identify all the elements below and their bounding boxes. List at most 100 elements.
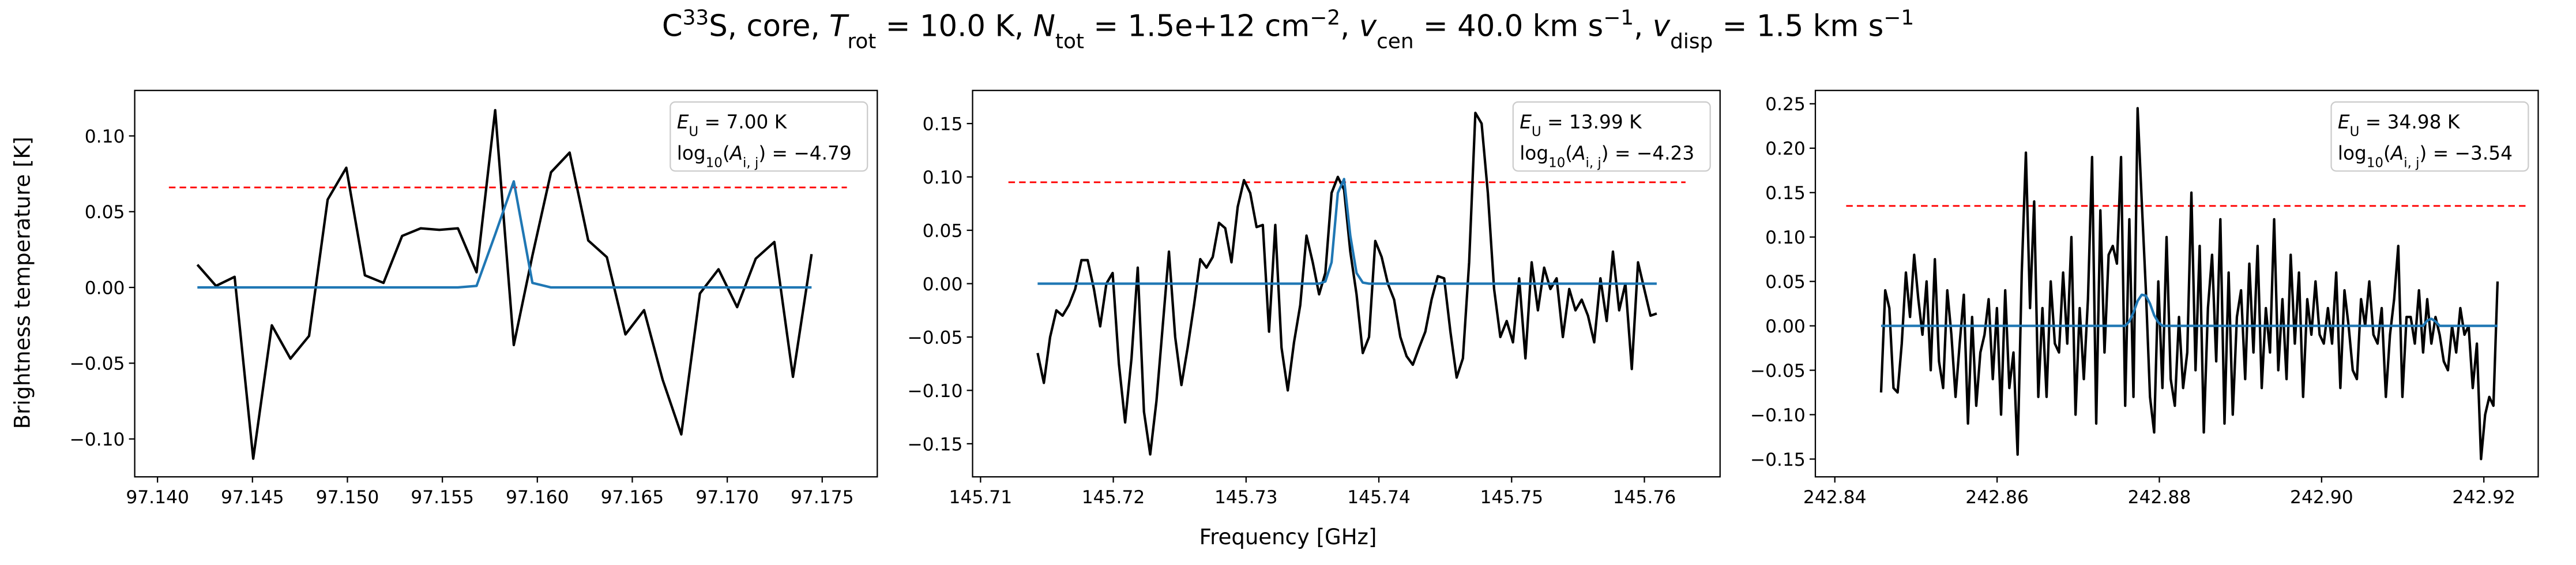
x-tick-label: 242.88 (2128, 487, 2191, 508)
x-tick-label: 97.145 (221, 487, 284, 508)
text-segment: = 34.98 K (2359, 111, 2460, 133)
text-segment: −2 (1310, 6, 1340, 29)
y-tick-label: 0.20 (1765, 139, 1806, 159)
x-tick-label: 145.75 (1480, 487, 1543, 508)
y-tick-label: −0.15 (1750, 450, 1806, 470)
y-tick-label: 0.00 (85, 278, 125, 298)
text-segment: = 1.5e+12 cm (1084, 9, 1310, 44)
text-segment: U (2350, 124, 2360, 139)
text-segment: ( (2383, 142, 2391, 164)
x-tick-label: 242.92 (2452, 487, 2515, 508)
text-segment: ) = −4.79 (758, 142, 851, 164)
text-segment: cen (1377, 29, 1414, 53)
text-segment: ( (1565, 142, 1573, 164)
x-tick-label: 97.165 (601, 487, 664, 508)
text-segment: A (2390, 142, 2404, 164)
text-segment: E (2338, 111, 2350, 133)
text-segment: disp (1670, 29, 1713, 53)
annotation-box (670, 101, 868, 172)
annotation-box (2330, 101, 2529, 172)
text-segment: ) = −3.54 (2420, 142, 2513, 164)
text-segment: E (1520, 111, 1532, 133)
text-segment: ( (723, 142, 730, 164)
y-tick-label: −0.10 (1750, 405, 1806, 426)
text-segment: tot (1055, 29, 1084, 53)
x-tick-label: 242.90 (2290, 487, 2353, 508)
x-tick-label: 97.150 (316, 487, 379, 508)
text-segment: i, j (1585, 155, 1601, 170)
x-tick-label: 145.76 (1613, 487, 1676, 508)
text-segment: 10 (706, 155, 723, 170)
x-tick-label: 145.74 (1347, 487, 1411, 508)
text-segment: U (1532, 124, 1541, 139)
y-tick-label: 0.15 (1765, 183, 1806, 204)
y-tick-label: −0.10 (69, 429, 125, 450)
x-tick-label: 97.160 (506, 487, 569, 508)
text-segment: A (1571, 142, 1585, 164)
annotation-line: log10(Ai, j) = −4.79 (677, 142, 852, 170)
text-segment: S, core, (709, 9, 829, 44)
y-tick-label: 0.10 (923, 167, 963, 188)
model-spectrum (1037, 178, 1657, 285)
text-segment: i, j (2404, 155, 2419, 170)
text-segment: v (1653, 9, 1671, 44)
x-tick-label: 145.73 (1214, 487, 1278, 508)
figure-title: C33S, core, Trot = 10.0 K, Ntot = 1.5e+1… (662, 6, 1914, 53)
x-tick-label: 145.72 (1082, 487, 1145, 508)
axes-frame (1814, 89, 2539, 478)
y-tick-label: 0.10 (85, 126, 125, 147)
y-tick-label: 0.05 (923, 220, 963, 241)
axes-frame (134, 89, 878, 478)
text-segment: , (1634, 9, 1653, 44)
y-tick-label: 0.00 (923, 274, 963, 295)
text-segment: ) = −4.23 (1601, 142, 1694, 164)
annotation-line: log10(Ai, j) = −4.23 (1520, 142, 1694, 170)
text-segment: −1 (1883, 6, 1914, 29)
y-tick-label: 0.25 (1765, 94, 1806, 115)
annotation-box (1512, 101, 1711, 172)
y-tick-label: −0.05 (69, 354, 125, 375)
y-tick-label: 0.05 (85, 202, 125, 223)
text-segment: = 7.00 K (698, 111, 788, 133)
text-segment: log (677, 142, 706, 164)
text-segment: N (1033, 9, 1055, 44)
text-segment: −1 (1603, 6, 1634, 29)
annotation-line: log10(Ai, j) = −3.54 (2338, 142, 2513, 170)
y-axis-label: Brightness temperature [K] (10, 137, 35, 429)
text-segment: = 1.5 km s (1713, 9, 1883, 44)
model-spectrum (197, 180, 812, 289)
text-segment: = 40.0 km s (1414, 9, 1604, 44)
text-segment: 10 (2367, 155, 2383, 170)
text-segment: 33 (683, 6, 709, 29)
y-tick-label: 0.10 (1765, 227, 1806, 248)
x-tick-label: 242.84 (1803, 487, 1867, 508)
x-tick-label: 242.86 (1965, 487, 2029, 508)
x-tick-label: 97.175 (791, 487, 854, 508)
annotation-line: EU = 7.00 K (677, 111, 788, 139)
x-axis-label: Frequency [GHz] (1199, 525, 1377, 549)
y-tick-label: 0.00 (1765, 316, 1806, 337)
text-segment: , (1340, 9, 1359, 44)
x-tick-label: 145.71 (949, 487, 1013, 508)
y-tick-label: −0.10 (907, 381, 962, 402)
y-tick-label: −0.15 (907, 434, 962, 455)
y-tick-label: 0.05 (1765, 272, 1806, 293)
x-tick-label: 97.170 (695, 487, 759, 508)
y-tick-label: −0.05 (1750, 361, 1806, 381)
text-segment: = 13.99 K (1541, 111, 1642, 133)
text-segment: A (729, 142, 743, 164)
text-segment: v (1359, 9, 1377, 44)
y-tick-label: −0.05 (907, 327, 962, 348)
text-segment: U (689, 124, 698, 139)
x-tick-label: 97.140 (126, 487, 189, 508)
x-tick-label: 97.155 (411, 487, 474, 508)
text-segment: log (1520, 142, 1548, 164)
text-segment: T (829, 9, 849, 44)
text-segment: 10 (1548, 155, 1565, 170)
observed-spectrum (196, 108, 813, 460)
text-segment: C (662, 9, 683, 44)
model-spectrum (1881, 293, 2498, 327)
axes-frame (972, 89, 1721, 478)
